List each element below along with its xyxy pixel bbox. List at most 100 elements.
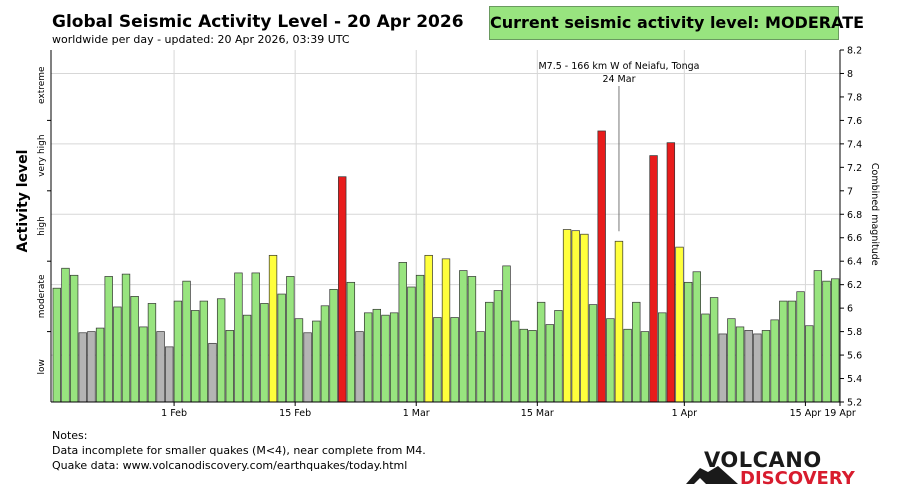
bar [580, 233, 589, 403]
bar [787, 300, 797, 403]
bar [320, 305, 330, 403]
bar [476, 331, 485, 403]
bar [753, 333, 762, 403]
bar [554, 310, 563, 403]
bar [251, 272, 260, 403]
notes-source: Quake data: www.volcanodiscovery.com/ear… [52, 459, 408, 472]
logo-word-discovery: DISCOVERY [740, 468, 855, 489]
chart-subtitle: worldwide per day - updated: 20 Apr 2026… [52, 33, 350, 46]
bar [813, 270, 823, 403]
bar [735, 326, 745, 403]
logo-word-volcano: VOLCANO [704, 448, 822, 472]
y-tick-label: 7.2 [847, 163, 862, 174]
bar [588, 304, 598, 403]
bar [597, 130, 606, 403]
bar [346, 281, 356, 403]
volcano-icon [686, 466, 738, 484]
bar [718, 333, 727, 403]
y-tick-label: 8.2 [847, 46, 862, 57]
y-tick-label: 5.4 [847, 374, 862, 385]
bar [147, 303, 157, 403]
bar [502, 265, 511, 403]
x-tick-label: 1 Apr [672, 408, 698, 419]
bar [424, 254, 433, 403]
bar [649, 155, 658, 403]
y-tick-label: 6.6 [847, 233, 862, 244]
bar [614, 240, 624, 403]
bar [545, 324, 554, 403]
bar [329, 289, 338, 403]
bar [363, 312, 373, 403]
bar [277, 293, 286, 403]
y-tick-label: 7.8 [847, 92, 862, 103]
bar [528, 330, 537, 403]
bar [294, 318, 304, 403]
seismic-activity-chart: 5.2 5.4 5.6 5.8 6 6.2 6.4 6.6 6.8 7 7.2 7.4 7.6 7.8 8 8… [15, 46, 880, 420]
notes-heading: Notes: [52, 429, 88, 442]
bar [199, 300, 209, 403]
bar [830, 278, 840, 403]
bar [485, 301, 494, 403]
bar [216, 298, 226, 403]
bar [779, 300, 788, 403]
notes: Notes: Data incomplete for smaller quake… [52, 428, 426, 473]
bars [52, 130, 840, 403]
bar [701, 313, 710, 403]
bar [182, 280, 191, 403]
bar [95, 327, 105, 403]
bar [104, 276, 113, 403]
bar [511, 320, 520, 403]
bar [796, 291, 805, 403]
bar [459, 270, 468, 403]
level-label: extreme [37, 66, 47, 104]
bar [338, 176, 347, 403]
bar [632, 301, 641, 403]
bar [61, 267, 70, 403]
volcanodiscovery-logo[interactable]: VOLCANO DISCOVERY [684, 448, 855, 492]
bar [173, 300, 183, 403]
chart-title: Global Seismic Activity Level - 20 Apr 2… [52, 12, 464, 32]
axes [47, 49, 844, 406]
bar [389, 312, 399, 403]
bar [640, 331, 650, 403]
bar [191, 310, 200, 403]
bar [658, 312, 667, 403]
bar [709, 297, 719, 403]
bar [450, 317, 459, 403]
bar [744, 330, 753, 403]
y-tick-label: 7.4 [847, 139, 862, 150]
bar [52, 287, 62, 403]
annotation: M7.5 - 166 km W of Neiafu, Tonga 24 Mar [538, 61, 699, 232]
bar [208, 342, 217, 403]
bar [433, 317, 442, 403]
annotation-title: M7.5 - 166 km W of Neiafu, Tonga [538, 61, 699, 72]
y-tick-label: 6.2 [847, 280, 862, 291]
bar [536, 301, 546, 403]
bar [286, 276, 295, 403]
bar [355, 331, 364, 403]
x-tick-label: 1 Feb [161, 408, 187, 419]
level-label: moderate [37, 274, 47, 318]
bar [121, 273, 131, 403]
bar [562, 229, 572, 403]
y-tick-label: 5.6 [847, 351, 862, 362]
bar [407, 286, 416, 403]
bar [398, 262, 407, 403]
bar [130, 296, 139, 403]
bar [260, 303, 269, 403]
bar [234, 272, 243, 403]
y-tick-label: 7.6 [847, 116, 862, 127]
bar [139, 326, 148, 403]
level-label: low [37, 359, 47, 374]
y-tick-label: 6.8 [847, 210, 862, 221]
x-tick-label: 19 Apr [824, 408, 856, 419]
bar [675, 246, 684, 403]
bar [692, 271, 701, 403]
x-tick-label: 15 Feb [279, 408, 311, 419]
bar [312, 320, 321, 403]
bar [761, 330, 771, 403]
bar [303, 332, 312, 403]
y-tick-label: 7 [847, 186, 853, 197]
bar [805, 325, 814, 403]
bar [165, 346, 174, 403]
